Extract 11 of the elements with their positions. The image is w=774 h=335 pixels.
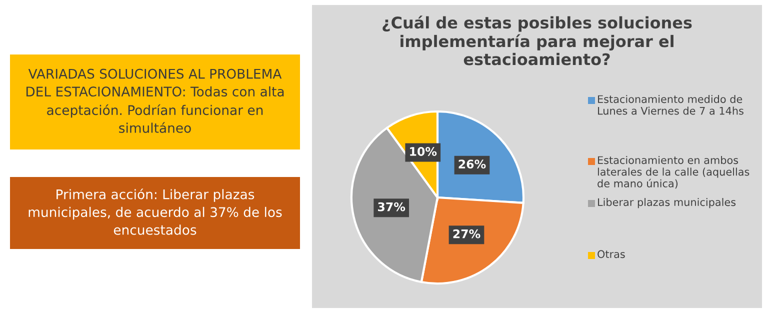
chart-title: ¿Cuál de estas posibles soluciones implementaría para mejorar el estacioamiento? bbox=[382, 16, 692, 66]
data-label: 26% bbox=[458, 160, 486, 169]
legend-label: Liberar plazas municipales bbox=[598, 198, 736, 208]
data-label: 27% bbox=[453, 229, 480, 238]
legend-label: Estacionamiento en ambos laterales de la calle (aquellas de mano única) bbox=[598, 156, 750, 189]
legend-label: Otras bbox=[598, 250, 625, 258]
text: Primera acción: Liberar plazas municipales, de acuerdo al 37% de los encuestados bbox=[28, 188, 282, 235]
data-label: 10% bbox=[410, 147, 437, 156]
text: VARIADAS SOLUCIONES AL PROBLEMA DEL ESTACIONAMIENTO: Todas con alta aceptación. Podrían funcionar en simultáneo bbox=[26, 68, 284, 133]
data-label: 37% bbox=[378, 202, 406, 212]
legend-label: Estacionamiento medido de Lunes a Viernes de 7 a 14hs bbox=[598, 95, 744, 115]
